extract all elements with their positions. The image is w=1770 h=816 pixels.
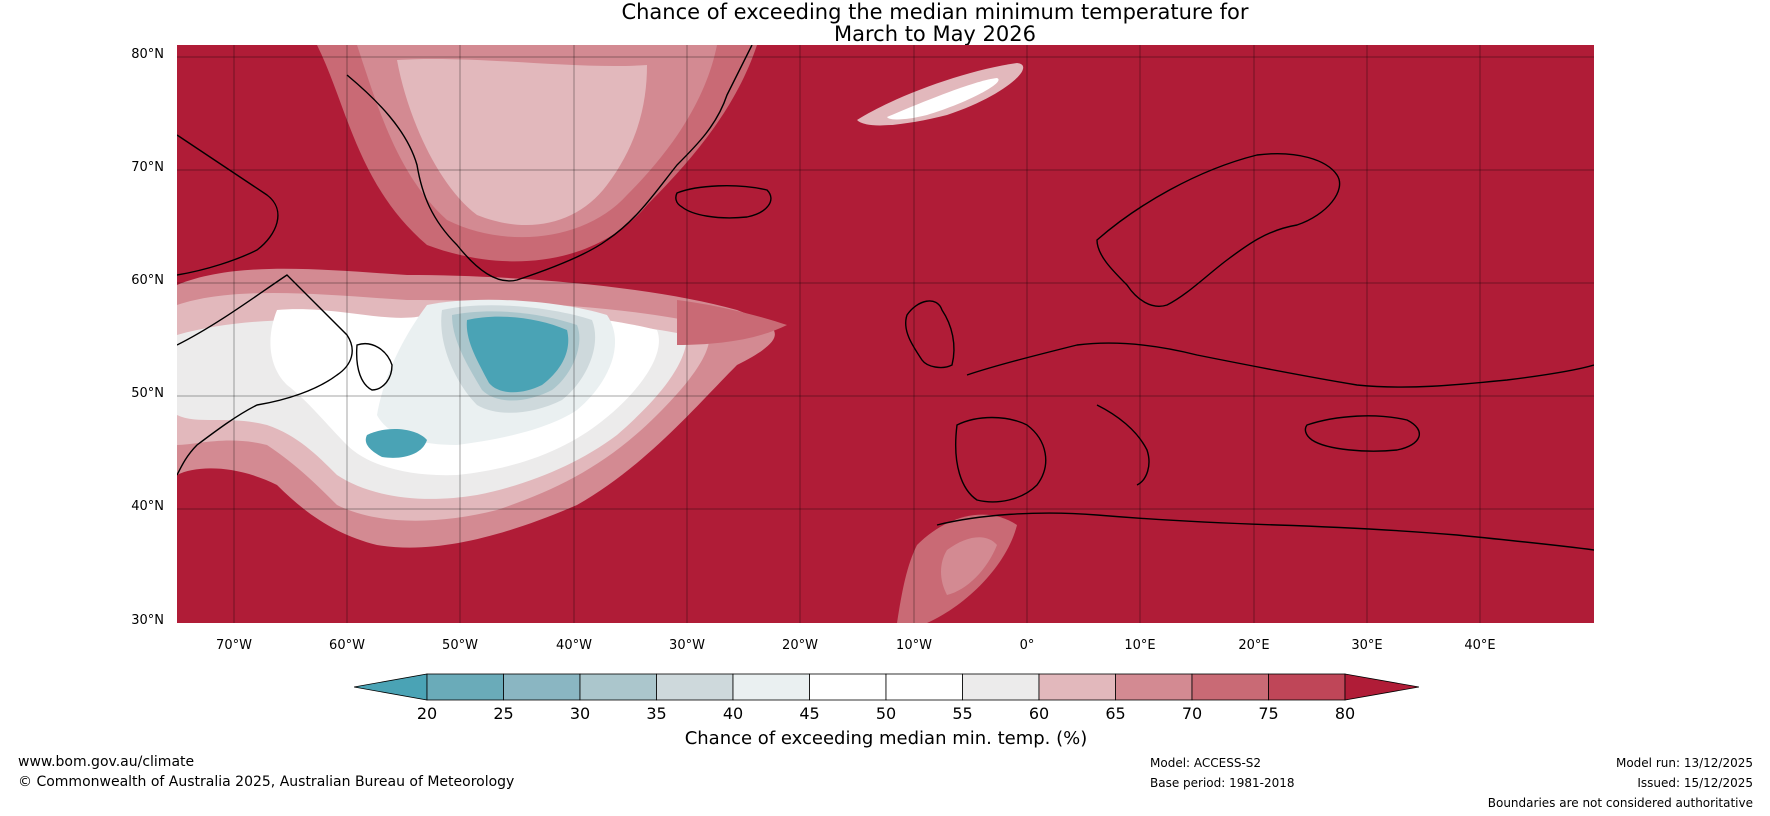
colorbar-tick-label: 30 — [569, 704, 591, 723]
colorbar-cell — [885, 673, 963, 701]
coastlines — [177, 45, 1594, 551]
graticule — [177, 45, 1594, 623]
colorbar-cell — [656, 673, 734, 701]
coast-north-africa — [936, 512, 1594, 551]
colorbar-cell — [1038, 673, 1116, 701]
footer-issued: Issued: 15/12/2025 — [1637, 776, 1753, 790]
colorbar-cell — [579, 673, 657, 701]
colorbar-cell — [426, 673, 504, 701]
map-title-line-1: Chance of exceeding the median minimum t… — [621, 0, 1249, 24]
footer-model: Model: ACCESS-S2 — [1150, 756, 1262, 770]
coast-europe — [966, 342, 1594, 388]
footer-url[interactable]: www.bom.gov.au/climate — [18, 754, 195, 770]
footer-model-run: Model run: 13/12/2025 — [1615, 756, 1753, 770]
colorbar-cell — [962, 673, 1040, 701]
colorbar-tick-label: 70 — [1181, 704, 1203, 723]
coast-italy — [1096, 404, 1150, 486]
lon-label-20e: 20°E — [1238, 638, 1270, 653]
coast-baffin — [177, 134, 279, 276]
colorbar-tick-label: 50 — [875, 704, 897, 723]
contour-60-nafrica — [941, 537, 997, 595]
contour-arctic-streak-white — [887, 78, 999, 120]
contour-60-greenland — [397, 58, 647, 226]
lat-label-80n: 80°N — [131, 47, 164, 62]
lon-label-50w: 50°W — [442, 638, 478, 653]
lon-label-40w: 40°W — [556, 638, 592, 653]
colorbar-tick-label: 20 — [416, 704, 438, 723]
coast-british-isles — [905, 300, 955, 369]
map-canvas — [177, 45, 1594, 623]
colorbar-tick-label: 45 — [799, 704, 820, 723]
lat-label-30n: 30°N — [131, 613, 164, 628]
footer-copyright: © Commonwealth of Australia 2025, Austra… — [18, 774, 515, 790]
colorbar-tick-label: 55 — [952, 704, 973, 723]
coast-black-sea — [1304, 415, 1420, 452]
coast-scandinavia — [1096, 153, 1341, 307]
colorbar-cell — [503, 673, 581, 701]
lon-label-20w: 20°W — [782, 638, 818, 653]
colorbar-tick-label: 80 — [1334, 704, 1356, 723]
contour-65-tail — [677, 300, 787, 345]
contour-25-atlantic — [466, 316, 569, 393]
lon-label-0: 0° — [1019, 638, 1035, 653]
coast-iberia — [955, 416, 1047, 503]
colorbar — [354, 673, 1419, 701]
footer-base-period: Base period: 1981-2018 — [1150, 776, 1295, 790]
colorbar-cell — [1115, 673, 1193, 701]
colorbar-tick-label: 65 — [1105, 704, 1126, 723]
contour-25-southwest — [365, 428, 427, 458]
colorbar-tick-label: 40 — [722, 704, 744, 723]
coast-labrador — [177, 274, 353, 476]
coast-greenland — [346, 45, 753, 282]
lat-label-60n: 60°N — [131, 273, 164, 288]
colorbar-cell — [1268, 673, 1346, 701]
colorbar-cell — [809, 673, 887, 701]
colorbar-cell — [1191, 673, 1269, 701]
map-title-line-2: March to May 2026 — [834, 22, 1036, 46]
coast-iceland — [675, 185, 772, 219]
colorbar-cell — [732, 673, 810, 701]
coast-newfoundland — [355, 343, 393, 391]
lon-label-30w: 30°W — [669, 638, 705, 653]
colorbar-extend-low — [354, 673, 428, 701]
footer-disclaimer: Boundaries are not considered authoritat… — [1487, 796, 1753, 810]
lat-label-70n: 70°N — [131, 160, 164, 175]
colorbar-tick-label: 35 — [646, 704, 667, 723]
contour-arctic-streak — [857, 63, 1024, 126]
colorbar-tick-label: 25 — [493, 704, 514, 723]
colorbar-title: Chance of exceeding median min. temp. (%… — [684, 728, 1088, 749]
colorbar-tick-label: 60 — [1028, 704, 1050, 723]
lon-label-70w: 70°W — [216, 638, 252, 653]
colorbar-tick-label: 75 — [1258, 704, 1279, 723]
lon-label-10e: 10°E — [1124, 638, 1156, 653]
lat-label-40n: 40°N — [131, 499, 164, 514]
lon-label-30e: 30°E — [1351, 638, 1383, 653]
lon-label-60w: 60°W — [329, 638, 365, 653]
lat-label-50n: 50°N — [131, 386, 164, 401]
lon-label-10w: 10°W — [896, 638, 932, 653]
lon-label-40e: 40°E — [1464, 638, 1496, 653]
colorbar-extend-high — [1344, 673, 1419, 701]
probability-map — [177, 45, 1594, 623]
